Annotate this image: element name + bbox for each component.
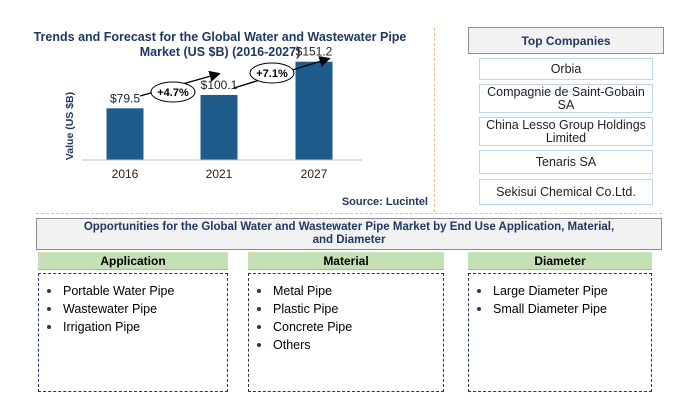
bar-value-label: $100.1	[201, 78, 238, 92]
bullet-icon	[257, 289, 261, 293]
diameter-header: Diameter	[468, 252, 652, 270]
list-item: Others	[257, 336, 443, 354]
list-item: Small Diameter Pipe	[477, 300, 651, 318]
bullet-icon	[257, 307, 261, 311]
vertical-divider	[434, 28, 435, 212]
list-item: Wastewater Pipe	[47, 300, 227, 318]
y-axis-label: Value (US $B)	[64, 92, 76, 160]
x-tick-label: 2027	[301, 167, 328, 181]
x-tick-label: 2016	[112, 167, 139, 181]
bullet-icon	[257, 325, 261, 329]
bullet-icon	[47, 307, 51, 311]
bar	[200, 94, 238, 160]
list-item: Plastic Pipe	[257, 300, 443, 318]
diameter-list-box: Large Diameter Pipe Small Diameter Pipe	[468, 273, 652, 392]
growth-ellipse	[150, 81, 196, 103]
list-item: Large Diameter Pipe	[477, 282, 651, 300]
company-box: China Lesso Group Holdings Limited	[479, 117, 653, 146]
horizontal-divider	[36, 213, 662, 214]
bullet-icon	[257, 343, 261, 347]
company-box: Sekisui Chemical Co.Ltd.	[479, 179, 653, 205]
growth-label: +7.1%	[256, 68, 288, 80]
company-box: Compagnie de Saint-Gobain SA	[479, 84, 653, 113]
list-item: Metal Pipe	[257, 282, 443, 300]
company-box: Tenaris SA	[479, 150, 653, 174]
list-item: Portable Water Pipe	[47, 282, 227, 300]
bullet-icon	[47, 289, 51, 293]
bar-value-label: $79.5	[110, 91, 140, 105]
application-header: Application	[38, 252, 228, 270]
x-tick-label: 2021	[206, 167, 233, 181]
chart-title: Trends and Forecast for the Global Water…	[33, 30, 407, 59]
application-list-box: Portable Water Pipe Wastewater Pipe Irri…	[38, 273, 228, 392]
material-header: Material	[248, 252, 444, 270]
list-item: Irrigation Pipe	[47, 318, 227, 336]
growth-label: +4.7%	[157, 87, 189, 99]
source-label: Source: Lucintel	[341, 196, 428, 208]
bar	[295, 61, 333, 160]
bar	[106, 108, 144, 160]
bullet-icon	[477, 289, 481, 293]
opportunities-header: Opportunities for the Global Water and W…	[36, 218, 662, 250]
list-item: Concrete Pipe	[257, 318, 443, 336]
company-box: Orbia	[479, 58, 653, 80]
growth-ellipse	[249, 62, 295, 84]
material-list-box: Metal Pipe Plastic Pipe Concrete Pipe Ot…	[248, 273, 444, 392]
bullet-icon	[477, 307, 481, 311]
top-companies-header: Top Companies	[468, 27, 664, 54]
bar-value-label: $151.2	[296, 45, 333, 59]
bullet-icon	[47, 325, 51, 329]
